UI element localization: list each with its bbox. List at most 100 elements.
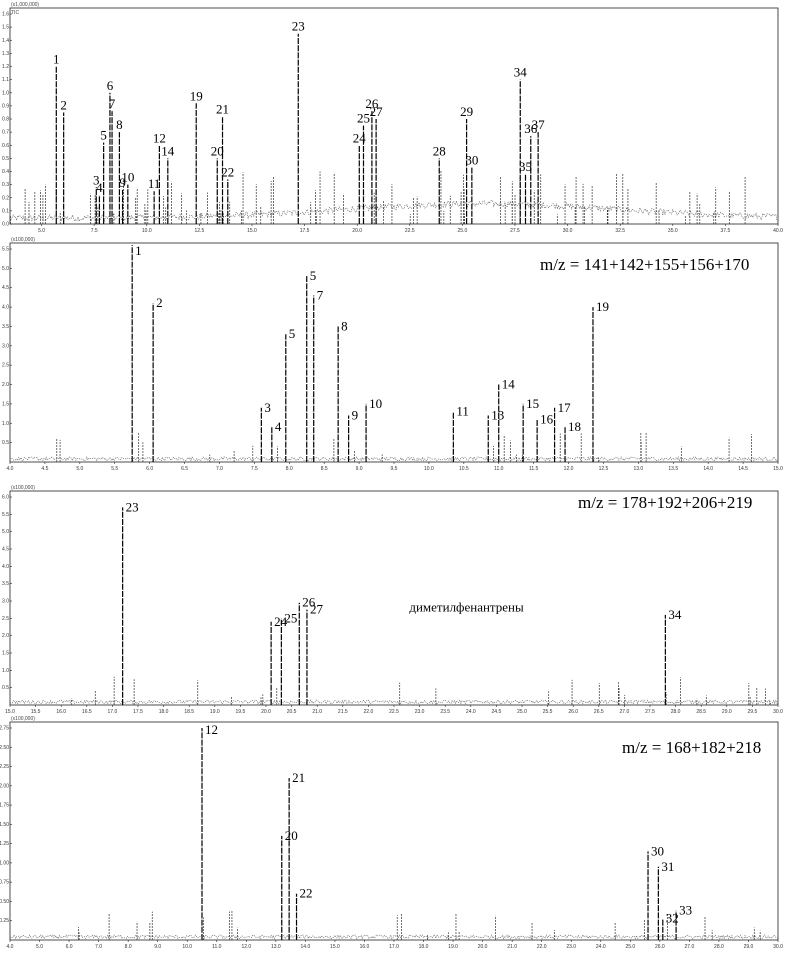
- peak-label-8: 8: [341, 318, 348, 333]
- peak-label-14: 14: [502, 377, 516, 392]
- x-tick-label: 7.0: [95, 944, 102, 950]
- scale-note: (x100,000): [11, 716, 35, 722]
- y-tick-label: 3.0: [2, 599, 9, 605]
- x-tick-label: 27.5: [510, 228, 520, 234]
- x-tick-label: 16.0: [56, 709, 66, 715]
- y-tick-label: 2.5: [2, 363, 9, 369]
- y-tick-label: 5.0: [2, 529, 9, 535]
- peak-label-25: 25: [357, 111, 370, 126]
- peak-label-27: 27: [370, 104, 384, 119]
- y-tick-label: 2.50: [0, 745, 9, 751]
- x-tick-label: 5.0: [76, 466, 83, 472]
- channel-label: TIC: [11, 10, 19, 16]
- peak-label-19: 19: [596, 299, 609, 314]
- peak-label-7: 7: [109, 96, 116, 111]
- x-tick-label: 8.0: [286, 466, 293, 472]
- x-tick-label: 23.0: [566, 944, 576, 950]
- peak-label-35: 35: [519, 159, 532, 174]
- y-tick-label: 1.5: [2, 401, 9, 407]
- y-tick-label: 4.0: [2, 305, 9, 311]
- peak-label-29: 29: [460, 104, 473, 119]
- x-tick-label: 11.0: [494, 466, 504, 472]
- scale-note: (x1,000,000): [11, 2, 39, 8]
- y-tick-label: 2.00: [0, 783, 9, 789]
- x-tick-label: 17.5: [133, 709, 143, 715]
- y-tick-label: 1.75: [0, 803, 9, 809]
- peak-label-33: 33: [679, 903, 692, 918]
- x-tick-label: 18.5: [184, 709, 194, 715]
- y-tick-label: 1.5: [2, 651, 9, 657]
- x-tick-label: 15.0: [773, 466, 783, 472]
- peak-label-13: 13: [491, 408, 504, 423]
- panel-mz-141-170: (x100,000) 4.0 4.5 5.0 5.5 6.0 6.5 7.0 7.5 8.0 8.5…: [2, 237, 783, 472]
- y-tick-label: 4.5: [2, 547, 9, 553]
- peak-label-22: 22: [300, 886, 313, 901]
- peak-label-32: 32: [666, 910, 679, 925]
- y-tick-label: 4.5: [2, 285, 9, 291]
- y-tick-label: 0.75: [0, 880, 9, 886]
- x-tick-label: 9.5: [391, 466, 398, 472]
- y-tick-label: 2.0: [2, 382, 9, 388]
- peak-label-18: 18: [568, 419, 581, 434]
- y-tick-label: 0.7: [2, 130, 9, 136]
- peak-label-15: 15: [526, 396, 539, 411]
- y-tick-label: 0.5: [2, 685, 9, 691]
- x-tick-label: 26.5: [594, 709, 604, 715]
- peak-label-2: 2: [156, 295, 163, 310]
- baseline-trace: [9, 934, 778, 940]
- peak-label-31: 31: [661, 859, 674, 874]
- x-tick-label: 20.0: [478, 944, 488, 950]
- peak-label-5: 5: [289, 326, 296, 341]
- peak-label-12: 12: [205, 722, 218, 737]
- x-tick-label: 30.0: [563, 228, 573, 234]
- scale-note: (x100,000): [11, 485, 35, 491]
- y-tick-label: 3.5: [2, 324, 9, 330]
- x-tick-label: 9.0: [154, 944, 161, 950]
- y-tick-label: 2.5: [2, 616, 9, 622]
- x-tick-label: 28.0: [671, 709, 681, 715]
- panel-title: m/z = 168+182+218: [622, 738, 761, 757]
- x-tick-label: 15.5: [31, 709, 41, 715]
- x-tick-label: 18.0: [419, 944, 429, 950]
- peak-label-34: 34: [514, 65, 528, 80]
- peak-label-26: 26: [365, 96, 379, 111]
- peak-label-9: 9: [352, 408, 359, 423]
- peak-label-4: 4: [275, 419, 282, 434]
- peak-label-24: 24: [353, 130, 367, 145]
- x-tick-label: 23.0: [415, 709, 425, 715]
- y-tick-label: 6.0: [2, 495, 9, 501]
- x-tick-label: 14.0: [301, 944, 311, 950]
- y-tick-label: 1.00: [0, 860, 9, 866]
- y-tick-label: 0.3: [2, 182, 9, 188]
- x-tick-label: 29.0: [722, 709, 732, 715]
- x-tick-label: 26.0: [655, 944, 665, 950]
- x-tick-label: 12.5: [195, 228, 205, 234]
- scale-note: (x100,000): [11, 237, 35, 243]
- y-tick-label: 2.25: [0, 764, 9, 770]
- y-tick-label: 3.5: [2, 581, 9, 587]
- peak-label-7: 7: [317, 287, 324, 302]
- peak-label-3: 3: [264, 400, 271, 415]
- y-tick-label: 1.0: [2, 421, 9, 427]
- x-tick-label: 10.0: [142, 228, 152, 234]
- panel-title: m/z = 178+192+206+219: [578, 493, 752, 512]
- x-tick-label: 12.0: [564, 466, 574, 472]
- x-tick-label: 13.0: [633, 466, 643, 472]
- x-tick-label: 24.0: [596, 944, 606, 950]
- x-tick-label: 28.0: [714, 944, 724, 950]
- x-tick-label: 35.0: [668, 228, 678, 234]
- x-tick-label: 21.0: [312, 709, 322, 715]
- y-tick-label: 1.5: [2, 25, 9, 31]
- x-tick-label: 14.5: [738, 466, 748, 472]
- x-tick-label: 22.5: [389, 709, 399, 715]
- peak-label-4: 4: [96, 180, 103, 195]
- y-tick-label: 0.50: [0, 899, 9, 905]
- x-tick-label: 4.5: [41, 466, 48, 472]
- x-tick-label: 10.0: [424, 466, 434, 472]
- x-tick-label: 27.5: [645, 709, 655, 715]
- x-tick-label: 20.0: [352, 228, 362, 234]
- y-tick-label: 2.0: [2, 633, 9, 639]
- y-tick-label: 4.0: [2, 564, 9, 570]
- y-tick-label: 1.4: [2, 38, 9, 44]
- peak-label-8: 8: [116, 117, 123, 132]
